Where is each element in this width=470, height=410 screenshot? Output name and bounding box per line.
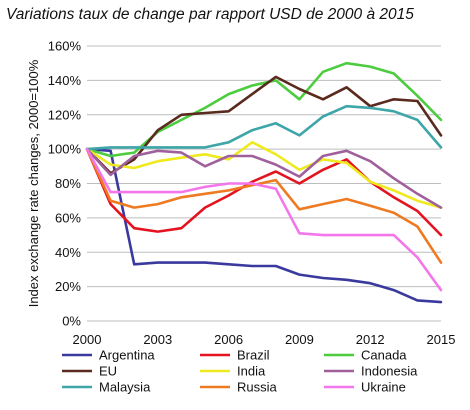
series-line-argentina	[85, 147, 443, 304]
series-line-russia	[85, 147, 443, 264]
y-axis-label: Index exchange rate changes, 2000=100%	[26, 59, 41, 307]
x-tick-label: 2006	[214, 332, 243, 347]
series-line-malaysia	[85, 104, 443, 151]
y-tick-label: 120%	[48, 107, 82, 122]
legend-label: Indonesia	[361, 364, 418, 379]
x-tick-label: 2015	[427, 332, 456, 347]
x-tick-label: 2009	[285, 332, 314, 347]
legend-label: Malaysia	[99, 380, 151, 395]
y-tick-label: 0%	[62, 314, 81, 329]
legend-label: Argentina	[99, 348, 155, 363]
series-line-brazil	[85, 147, 443, 237]
legend-label: Brazil	[237, 348, 270, 363]
chart-title: Variations taux de change par rapport US…	[6, 6, 414, 23]
y-tick-label: 20%	[55, 279, 81, 294]
legend-label: EU	[99, 364, 117, 379]
y-tick-label: 40%	[55, 245, 81, 260]
series-line-india	[85, 141, 443, 209]
x-tick-label: 2012	[356, 332, 385, 347]
x-tick-label: 2003	[143, 332, 172, 347]
y-tick-label: 60%	[55, 210, 81, 225]
series-line-eu	[85, 75, 443, 175]
legend-label: Canada	[361, 348, 407, 363]
series-line-indonesia	[85, 147, 443, 209]
y-tick-label: 160%	[48, 39, 82, 54]
y-tick-label: 80%	[55, 176, 81, 191]
legend-label: India	[237, 364, 266, 379]
legend-label: Russia	[237, 380, 278, 395]
series-line-canada	[85, 61, 443, 158]
legend-label: Ukraine	[361, 380, 406, 395]
series-line-ukraine	[85, 147, 443, 292]
x-tick-label: 2000	[73, 332, 102, 347]
y-tick-label: 100%	[48, 142, 82, 157]
y-tick-label: 140%	[48, 73, 82, 88]
